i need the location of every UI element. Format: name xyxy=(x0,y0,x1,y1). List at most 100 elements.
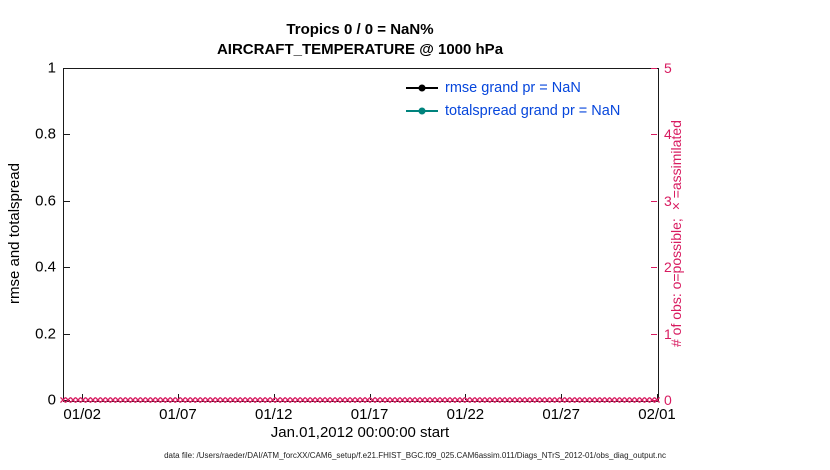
obs-assimilated-marker-icon: × xyxy=(623,393,631,407)
obs-assimilated-marker-icon: × xyxy=(383,393,391,407)
y-tick-mark-left xyxy=(64,400,70,401)
obs-assimilated-marker-icon: × xyxy=(523,393,531,407)
x-tick-mark xyxy=(177,394,179,400)
obs-assimilated-marker-icon: × xyxy=(264,393,272,407)
obs-assimilated-marker-icon: × xyxy=(299,393,307,407)
obs-assimilated-marker-icon: × xyxy=(339,393,347,407)
obs-assimilated-marker-icon: × xyxy=(443,393,451,407)
obs-assimilated-marker-icon: × xyxy=(159,393,167,407)
x-tick-label: 01/22 xyxy=(446,406,485,423)
y-tick-label-left: 1 xyxy=(47,59,56,77)
y-axis-label-right: # of obs: o=possible; ×=assimilated xyxy=(668,120,684,348)
y-tick-label-right: 1 xyxy=(664,325,672,342)
rmse-dot-marker-icon xyxy=(418,84,426,91)
obs-assimilated-marker-icon: × xyxy=(608,393,616,407)
obs-assimilated-marker-icon: × xyxy=(353,393,362,407)
obs-assimilated-marker-icon: × xyxy=(119,393,127,407)
obs-assimilated-marker-icon: × xyxy=(124,393,132,407)
y-tick-mark-left xyxy=(64,134,70,136)
obs-assimilated-marker-icon: × xyxy=(493,393,501,407)
y-tick-mark-right xyxy=(651,200,657,202)
rmse-line-sample-icon xyxy=(406,83,438,93)
x-tick-mark xyxy=(657,394,658,400)
obs-assimilated-marker-icon: × xyxy=(603,393,611,407)
obs-assimilated-marker-icon: × xyxy=(99,393,107,407)
obs-assimilated-marker-icon: × xyxy=(473,393,481,407)
obs-assimilated-marker-icon: × xyxy=(209,393,217,407)
obs-assimilated-marker-icon: × xyxy=(518,393,526,407)
obs-assimilated-marker-icon: × xyxy=(558,393,566,407)
chart-title: Tropics 0 / 0 = NaN% AIRCRAFT_TEMPERATUR… xyxy=(63,20,657,60)
y-tick-label-right: 2 xyxy=(664,259,672,276)
obs-assimilated-marker-icon: × xyxy=(588,393,596,407)
obs-assimilated-marker-icon: × xyxy=(613,393,621,407)
obs-assimilated-marker-icon: × xyxy=(69,393,77,407)
legend: rmse grand pr = NaN totalspread grand pr… xyxy=(406,76,620,122)
obs-assimilated-marker-icon: × xyxy=(528,393,536,407)
x-tick-label: 01/12 xyxy=(254,406,293,423)
obs-assimilated-marker-icon: × xyxy=(229,393,237,407)
y-tick-label-right: 4 xyxy=(664,126,672,143)
title-line-2: AIRCRAFT_TEMPERATURE @ 1000 hPa xyxy=(216,41,504,58)
x-tick-mark xyxy=(369,394,371,400)
y-tick-mark-left xyxy=(64,267,70,269)
y-tick-label-left: 0.6 xyxy=(35,192,56,210)
totalspread-dot-marker-icon xyxy=(418,107,426,114)
obs-assimilated-marker-icon: × xyxy=(423,393,431,407)
obs-assimilated-marker-icon: × xyxy=(174,393,182,407)
obs-assimilated-marker-icon: × xyxy=(568,393,576,407)
obs-assimilated-marker-icon: × xyxy=(344,393,352,407)
obs-assimilated-marker-icon: × xyxy=(578,393,586,407)
obs-assimilated-marker-icon: × xyxy=(598,393,606,407)
y-tick-mark-left xyxy=(64,68,70,69)
obs-assimilated-marker-icon: × xyxy=(628,393,636,407)
y-axis-label-left: rmse and totalspread xyxy=(6,163,23,305)
obs-assimilated-marker-icon: × xyxy=(334,393,342,407)
obs-assimilated-marker-icon: × xyxy=(274,393,282,407)
obs-assimilated-marker-icon: × xyxy=(204,393,212,407)
x-tick-label: 01/27 xyxy=(542,406,580,423)
obs-assimilated-marker-icon: × xyxy=(219,393,227,407)
y-tick-label-left: 0.2 xyxy=(35,325,56,343)
obs-assimilated-marker-icon: × xyxy=(249,393,257,407)
legend-label-totalspread: totalspread grand pr = NaN xyxy=(445,102,621,119)
obs-assimilated-marker-icon: × xyxy=(363,393,371,407)
x-tick-label: 01/07 xyxy=(159,406,197,423)
obs-assimilated-marker-icon: × xyxy=(74,393,82,407)
obs-assimilated-marker-icon: × xyxy=(553,393,561,407)
obs-assimilated-marker-icon: × xyxy=(453,393,461,407)
obs-assimilated-marker-icon: × xyxy=(284,393,292,407)
obs-assimilated-marker-icon: × xyxy=(458,393,466,407)
x-tick-label: 01/02 xyxy=(63,406,101,423)
y-tick-mark-left xyxy=(64,200,70,202)
obs-assimilated-marker-icon: × xyxy=(169,393,177,407)
obs-assimilated-marker-icon: × xyxy=(269,393,277,407)
obs-assimilated-marker-icon: × xyxy=(109,393,117,407)
obs-assimilated-marker-icon: × xyxy=(144,393,152,407)
y-tick-mark-right xyxy=(651,267,657,269)
y-tick-label-left: 0 xyxy=(47,391,56,409)
obs-assimilated-marker-icon: × xyxy=(324,393,332,407)
plot-area xyxy=(63,68,659,402)
obs-assimilated-marker-icon: × xyxy=(653,393,661,407)
obs-assimilated-marker-icon: × xyxy=(89,393,97,407)
obs-assimilated-marker-icon: × xyxy=(498,393,506,407)
obs-assimilated-marker-icon: × xyxy=(104,393,112,407)
obs-assimilated-marker-icon: × xyxy=(543,393,551,407)
obs-assimilated-marker-icon: × xyxy=(448,393,456,407)
obs-assimilated-marker-icon: × xyxy=(309,393,317,407)
obs-assimilated-marker-icon: × xyxy=(234,393,242,407)
obs-assimilated-marker-icon: × xyxy=(618,393,626,407)
obs-assimilated-marker-icon: × xyxy=(319,393,327,407)
obs-assimilated-marker-icon: × xyxy=(358,393,366,407)
obs-assimilated-marker-icon: × xyxy=(408,393,416,407)
obs-assimilated-marker-icon: × xyxy=(513,393,521,407)
obs-assimilated-marker-icon: × xyxy=(633,393,641,407)
obs-assimilated-marker-icon: × xyxy=(164,393,172,407)
y-tick-label-right: 0 xyxy=(664,392,672,408)
obs-assimilated-marker-icon: × xyxy=(179,393,187,407)
obs-assimilated-marker-icon: × xyxy=(483,393,491,407)
obs-assimilated-marker-icon: × xyxy=(59,393,67,407)
obs-assimilated-marker-icon: × xyxy=(214,393,222,407)
legend-label-rmse: rmse grand pr = NaN xyxy=(445,79,581,96)
